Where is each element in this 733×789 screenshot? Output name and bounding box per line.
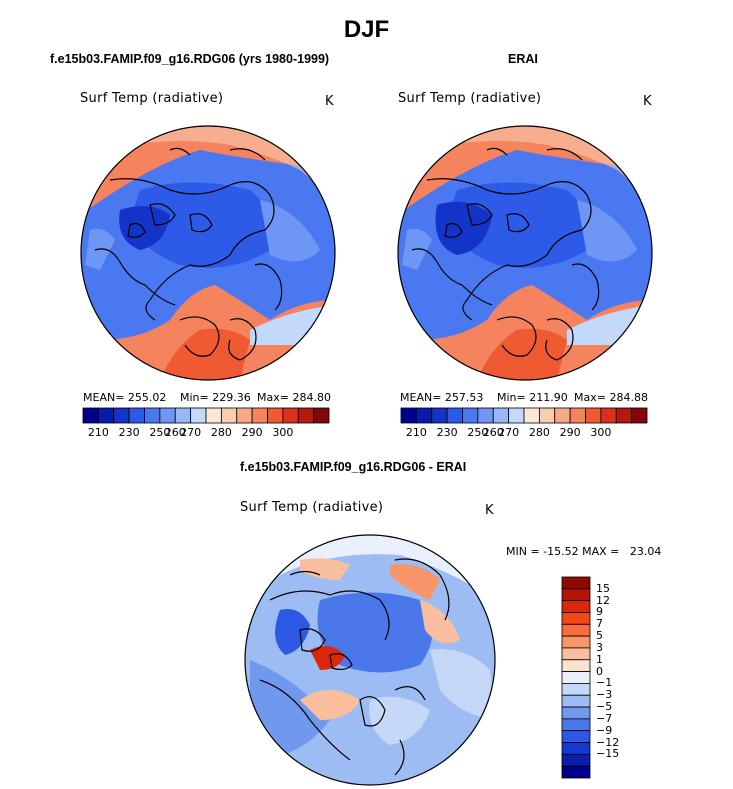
diff-colorbar-swatch	[561, 718, 591, 732]
panel-model-min: Min= 229.36	[180, 391, 251, 404]
erai-colorbar-tick-label: 230	[436, 426, 458, 439]
diff-colorbar-tick-label: −9	[596, 723, 613, 737]
model-colorbar-tick-label: 280	[210, 426, 232, 439]
panel-erai-min: Min= 211.90	[497, 391, 568, 404]
diff-subtitle: f.e15b03.FAMIP.f09_g16.RDG06 - ERAI	[240, 460, 467, 474]
diff-coastlines	[259, 558, 450, 776]
erai-colorbar-tick-label: 250	[467, 426, 489, 439]
diff-colorbar-tick-label: −7	[596, 711, 613, 725]
panel-erai-subtitle: ERAI	[508, 52, 538, 66]
panel-model-mean: MEAN= 255.02	[83, 391, 167, 404]
diff-colorbar-swatch	[561, 694, 591, 708]
erai-colorbar-swatch	[631, 407, 648, 424]
diff-colorbar-tick-label: 7	[596, 617, 603, 631]
diff-minmax: MIN = -15.52 MAX = 23.04	[506, 545, 662, 558]
panel-model-max: Max= 284.80	[257, 391, 331, 404]
diff-colorbar-tick-label: −12	[596, 735, 620, 749]
diff-colorbar-swatch	[561, 742, 591, 755]
diff-colorbar-tick-label: 3	[596, 640, 603, 654]
diff-colorbar-swatch	[561, 600, 591, 613]
model-colorbar-tick-label: 230	[118, 426, 140, 439]
model-colorbar-tick-label: 250	[149, 426, 171, 439]
diff-colorbar-tick-label: 15	[596, 581, 610, 595]
diff-colorbar-tick-label: 9	[596, 605, 603, 619]
diff-colorbar-swatch	[561, 671, 591, 684]
erai-colorbar-tick-label: 260	[482, 426, 504, 439]
model-colorbar-tick-label: 210	[87, 426, 109, 439]
diff-colorbar-tick-label: −5	[596, 700, 613, 714]
panel-model-variable: Surf Temp (radiative)	[80, 91, 224, 106]
model-map-border	[80, 125, 336, 381]
model-colorbar-tick-label: 300	[272, 426, 294, 439]
diff-colorbar-tick-label: 12	[596, 593, 610, 607]
diff-colorbar-tick-label: −15	[596, 747, 620, 761]
panel-erai-variable: Surf Temp (radiative)	[398, 91, 542, 106]
erai-colorbar-tick-label: 300	[590, 426, 612, 439]
diff-variable: Surf Temp (radiative)	[240, 500, 384, 515]
model-coastlines	[94, 147, 283, 361]
diff-colorbar-swatch	[561, 765, 591, 779]
erai-map-border	[397, 125, 653, 381]
model-colorbar-tick-label: 270	[180, 426, 202, 439]
diff-colorbar-swatch	[561, 588, 591, 602]
diff-colorbar-swatch	[561, 683, 591, 696]
diff-colorbar-swatch	[561, 706, 591, 720]
diff-colorbar-swatch	[561, 730, 591, 743]
diff-colorbar-swatch	[561, 612, 591, 625]
diff-colorbar-tick-label: 1	[596, 652, 603, 666]
panel-erai-mean: MEAN= 257.53	[400, 391, 484, 404]
diff-colorbar-tick-label: 5	[596, 629, 603, 643]
erai-colorbar-tick-label: 210	[405, 426, 427, 439]
model-colorbar-tick-label: 290	[241, 426, 263, 439]
diff-colorbar-tick-label: −1	[596, 676, 613, 690]
panel-model-subtitle: f.e15b03.FAMIP.f09_g16.RDG06 (yrs 1980-1…	[50, 52, 330, 66]
diff-colorbar-swatch	[561, 647, 591, 661]
diff-colorbar-swatch	[561, 635, 591, 649]
model-colorbar-tick-label: 260	[164, 426, 186, 439]
diff-colorbar-swatch	[561, 576, 591, 590]
erai-temperature-field	[398, 126, 652, 380]
diff-colorbar-swatch	[561, 659, 591, 672]
diff-colorbar-swatch	[561, 753, 591, 767]
panel-model-units: K	[325, 94, 334, 109]
diff-colorbar-swatch	[561, 623, 591, 637]
erai-colorbar-tick-label: 270	[498, 426, 520, 439]
model-colorbar-swatch	[313, 407, 330, 424]
panel-erai-units: K	[643, 94, 652, 109]
diff-colorbar-tick-label: −3	[596, 688, 613, 702]
diff-colorbar-tick-label: 0	[596, 664, 603, 678]
erai-colorbar-tick-label: 290	[559, 426, 581, 439]
panel-erai-max: Max= 284.88	[574, 391, 648, 404]
erai-colorbar-tick-label: 280	[528, 426, 550, 439]
erai-coastlines	[411, 147, 600, 361]
diff-units: K	[485, 503, 494, 518]
diff-map-border	[244, 534, 496, 786]
figure-title: DJF	[343, 16, 390, 43]
model-temperature-field	[81, 126, 335, 380]
